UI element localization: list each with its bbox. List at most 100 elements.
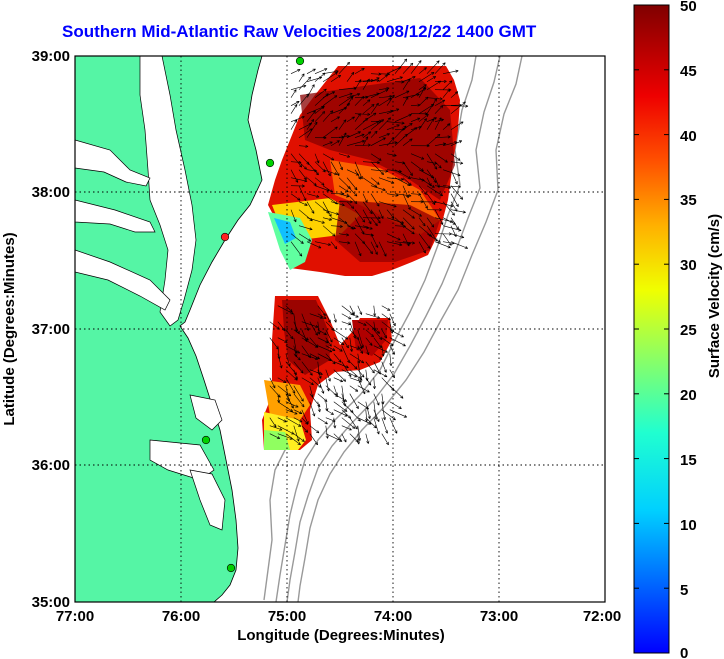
velocity-arrow <box>338 193 350 198</box>
velocity-arrow <box>434 135 451 139</box>
velocity-arrow <box>402 161 413 176</box>
velocity-arrow <box>357 305 363 315</box>
velocity-arrow <box>346 193 358 204</box>
velocity-arrow <box>322 169 338 176</box>
velocity-region-north <box>268 66 460 276</box>
velocity-arrow <box>293 425 300 442</box>
velocity-arrow <box>402 78 411 90</box>
grid-lines <box>75 56 605 602</box>
velocity-arrow <box>434 62 446 74</box>
velocity-arrow <box>410 60 422 74</box>
velocity-arrow <box>450 153 461 161</box>
velocity-arrow <box>370 209 381 224</box>
velocity-arrow <box>277 377 287 383</box>
velocity-arrow <box>418 114 429 122</box>
velocity-arrow <box>317 305 326 317</box>
velocity-arrow <box>322 201 332 217</box>
velocity-arrow <box>362 216 381 220</box>
velocity-arrow <box>277 353 283 369</box>
velocity-arrow <box>378 133 391 138</box>
velocity-arrow <box>378 97 392 106</box>
velocity-arrow <box>381 409 396 421</box>
velocity-arrow <box>349 337 353 352</box>
velocity-arrow <box>402 62 414 74</box>
velocity-arrow <box>426 185 444 197</box>
velocity-arrow <box>298 209 313 222</box>
velocity-arrow <box>426 217 435 228</box>
velocity-arrow <box>290 104 298 114</box>
velocity-arrow <box>402 177 412 186</box>
velocity-arrow <box>285 393 294 409</box>
velocity-arrow <box>354 169 361 180</box>
y-tick-label: 37:00 <box>32 321 70 338</box>
velocity-arrow <box>306 161 319 176</box>
velocity-arrow <box>333 353 342 363</box>
velocity-arrow <box>426 177 432 187</box>
velocity-arrow <box>426 97 443 101</box>
velocity-arrow <box>370 177 380 185</box>
y-tick-label: 38:00 <box>32 184 70 201</box>
velocity-arrow <box>338 233 350 237</box>
velocity-arrow <box>293 433 305 442</box>
velocity-arrow <box>370 119 385 130</box>
velocity-arrow <box>372 377 376 390</box>
velocity-arrow <box>293 353 301 361</box>
velocity-arrow <box>309 401 316 417</box>
velocity-arrow <box>357 377 366 395</box>
velocity-vectors <box>269 58 469 446</box>
velocity-arrow <box>365 361 375 374</box>
velocity-arrow <box>298 169 307 180</box>
velocity-arrow <box>386 241 403 247</box>
velocity-arrow <box>354 133 365 138</box>
velocity-arrow <box>370 153 382 161</box>
velocity-arrow <box>341 433 347 443</box>
velocity-arrow <box>325 369 331 382</box>
velocity-arrow <box>314 93 329 106</box>
velocity-arrow <box>346 139 365 146</box>
velocity-arrow <box>309 313 324 319</box>
velocity-arrow <box>357 337 363 350</box>
velocity-arrow <box>373 337 382 349</box>
velocity-arrow <box>389 401 402 409</box>
colorbar-tick-label: 50 <box>680 0 697 15</box>
velocity-arrow <box>402 241 416 245</box>
velocity-arrow <box>322 225 336 237</box>
velocity-arrow <box>389 329 404 338</box>
velocity-arrow <box>362 136 369 146</box>
velocity-arrow <box>293 417 303 423</box>
velocity-arrow <box>389 313 396 327</box>
velocity-arrow <box>285 345 301 354</box>
velocity-arrow <box>365 321 381 334</box>
velocity-arrow <box>426 233 441 243</box>
velocity-arrow <box>290 241 303 257</box>
velocity-arrow <box>434 185 452 190</box>
velocity-arrow <box>418 72 435 82</box>
velocity-arrow <box>338 132 347 146</box>
velocity-arrow <box>386 153 397 157</box>
land-mass <box>75 56 263 602</box>
velocity-arrow <box>277 425 295 435</box>
x-axis-ticks: 77:00 76:00 75:00 74:00 73:00 72:00 <box>56 608 621 625</box>
velocity-arrow <box>450 193 459 208</box>
velocity-arrow <box>365 337 373 346</box>
velocity-arrow <box>378 201 397 208</box>
velocity-arrow <box>386 177 404 181</box>
velocity-arrow <box>285 417 302 427</box>
velocity-arrow <box>341 313 352 320</box>
colorbar: 50 45 40 35 30 25 20 15 10 5 0 Surface V… <box>633 0 723 659</box>
velocity-arrow <box>365 345 370 356</box>
velocity-arrow <box>402 138 413 146</box>
velocity-arrow <box>338 200 353 204</box>
velocity-arrow <box>365 329 374 338</box>
velocity-arrow <box>410 209 422 217</box>
velocity-arrow <box>330 201 345 207</box>
velocity-arrow <box>301 361 313 376</box>
velocity-arrow <box>418 177 435 188</box>
velocity-arrow <box>314 68 328 74</box>
radar-station-marker <box>265 158 275 168</box>
velocity-arrow <box>333 377 344 383</box>
velocity-arrow <box>317 345 333 353</box>
velocity-arrow <box>349 433 359 443</box>
velocity-arrow <box>381 329 388 339</box>
velocity-arrow <box>285 401 299 408</box>
